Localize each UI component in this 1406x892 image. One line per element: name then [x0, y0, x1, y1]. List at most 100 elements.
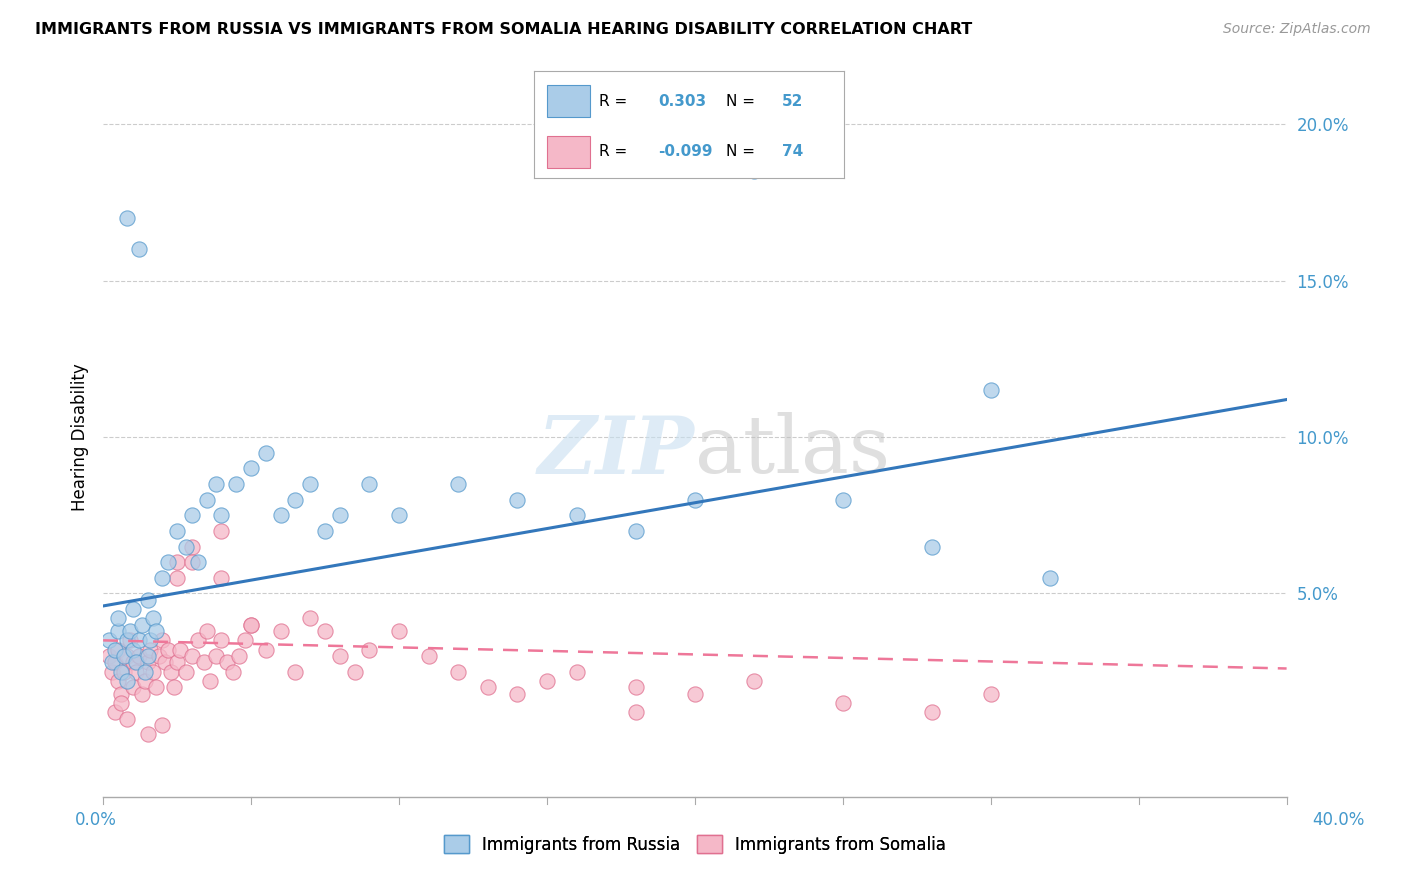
Point — [107, 611, 129, 625]
Point — [329, 508, 352, 523]
Point — [240, 617, 263, 632]
Point — [118, 624, 141, 638]
Text: Source: ZipAtlas.com: Source: ZipAtlas.com — [1223, 22, 1371, 37]
Point — [565, 508, 588, 523]
Point — [299, 477, 322, 491]
Point — [121, 642, 143, 657]
Point — [198, 673, 221, 688]
Point — [180, 540, 202, 554]
Point — [536, 673, 558, 688]
Point — [131, 617, 153, 632]
Point — [565, 665, 588, 679]
Point — [150, 633, 173, 648]
Point — [980, 686, 1002, 700]
Point — [217, 655, 239, 669]
Point — [115, 633, 138, 648]
Point — [136, 592, 159, 607]
Point — [112, 648, 135, 663]
Text: N =: N = — [725, 94, 759, 109]
Text: 0.0%: 0.0% — [75, 811, 117, 829]
Point — [831, 492, 853, 507]
Point — [107, 673, 129, 688]
Point — [254, 446, 277, 460]
Point — [160, 665, 183, 679]
Point — [447, 477, 470, 491]
Point — [359, 642, 381, 657]
Point — [180, 648, 202, 663]
Point — [107, 624, 129, 638]
Point — [115, 211, 138, 226]
Point — [104, 655, 127, 669]
Point — [742, 673, 765, 688]
Legend: Immigrants from Russia, Immigrants from Somalia: Immigrants from Russia, Immigrants from … — [437, 829, 953, 860]
Point — [139, 633, 162, 648]
Point — [418, 648, 440, 663]
Text: 40.0%: 40.0% — [1312, 811, 1365, 829]
Point — [121, 602, 143, 616]
Point — [343, 665, 366, 679]
Point — [506, 492, 529, 507]
Point — [180, 555, 202, 569]
Point — [150, 718, 173, 732]
Point — [142, 611, 165, 625]
Point — [128, 243, 150, 257]
Point — [128, 633, 150, 648]
Point — [157, 642, 180, 657]
Point — [222, 665, 245, 679]
Text: 74: 74 — [782, 145, 803, 159]
Point — [98, 648, 121, 663]
Point — [211, 633, 233, 648]
Text: atlas: atlas — [695, 412, 890, 491]
Point — [131, 686, 153, 700]
Text: 0.303: 0.303 — [658, 94, 706, 109]
Point — [124, 665, 146, 679]
FancyBboxPatch shape — [547, 136, 591, 168]
Point — [204, 648, 226, 663]
Point — [270, 624, 292, 638]
Point — [150, 571, 173, 585]
Point — [136, 648, 159, 663]
Point — [101, 665, 124, 679]
Point — [187, 633, 209, 648]
Point — [115, 673, 138, 688]
Point — [831, 696, 853, 710]
Point — [314, 624, 336, 638]
Point — [145, 624, 167, 638]
Point — [624, 706, 647, 720]
Point — [211, 508, 233, 523]
Y-axis label: Hearing Disability: Hearing Disability — [72, 363, 89, 511]
Point — [174, 540, 197, 554]
Point — [104, 642, 127, 657]
Point — [136, 655, 159, 669]
Point — [284, 665, 307, 679]
Point — [187, 555, 209, 569]
Text: -0.099: -0.099 — [658, 145, 713, 159]
Point — [166, 524, 188, 538]
Point — [359, 477, 381, 491]
FancyBboxPatch shape — [547, 86, 591, 118]
Text: 52: 52 — [782, 94, 803, 109]
Point — [166, 571, 188, 585]
Point — [921, 540, 943, 554]
Point — [284, 492, 307, 507]
Point — [163, 680, 186, 694]
Point — [193, 655, 215, 669]
Point — [136, 727, 159, 741]
Point — [211, 524, 233, 538]
Point — [195, 624, 218, 638]
Point — [240, 617, 263, 632]
Point — [225, 477, 247, 491]
Point — [110, 686, 132, 700]
Point — [121, 680, 143, 694]
Point — [388, 508, 411, 523]
Point — [683, 686, 706, 700]
Point — [166, 555, 188, 569]
Point — [329, 648, 352, 663]
Point — [155, 655, 177, 669]
Point — [921, 706, 943, 720]
Point — [98, 633, 121, 648]
Point — [388, 624, 411, 638]
Point — [447, 665, 470, 679]
Point — [169, 642, 191, 657]
Point — [254, 642, 277, 657]
